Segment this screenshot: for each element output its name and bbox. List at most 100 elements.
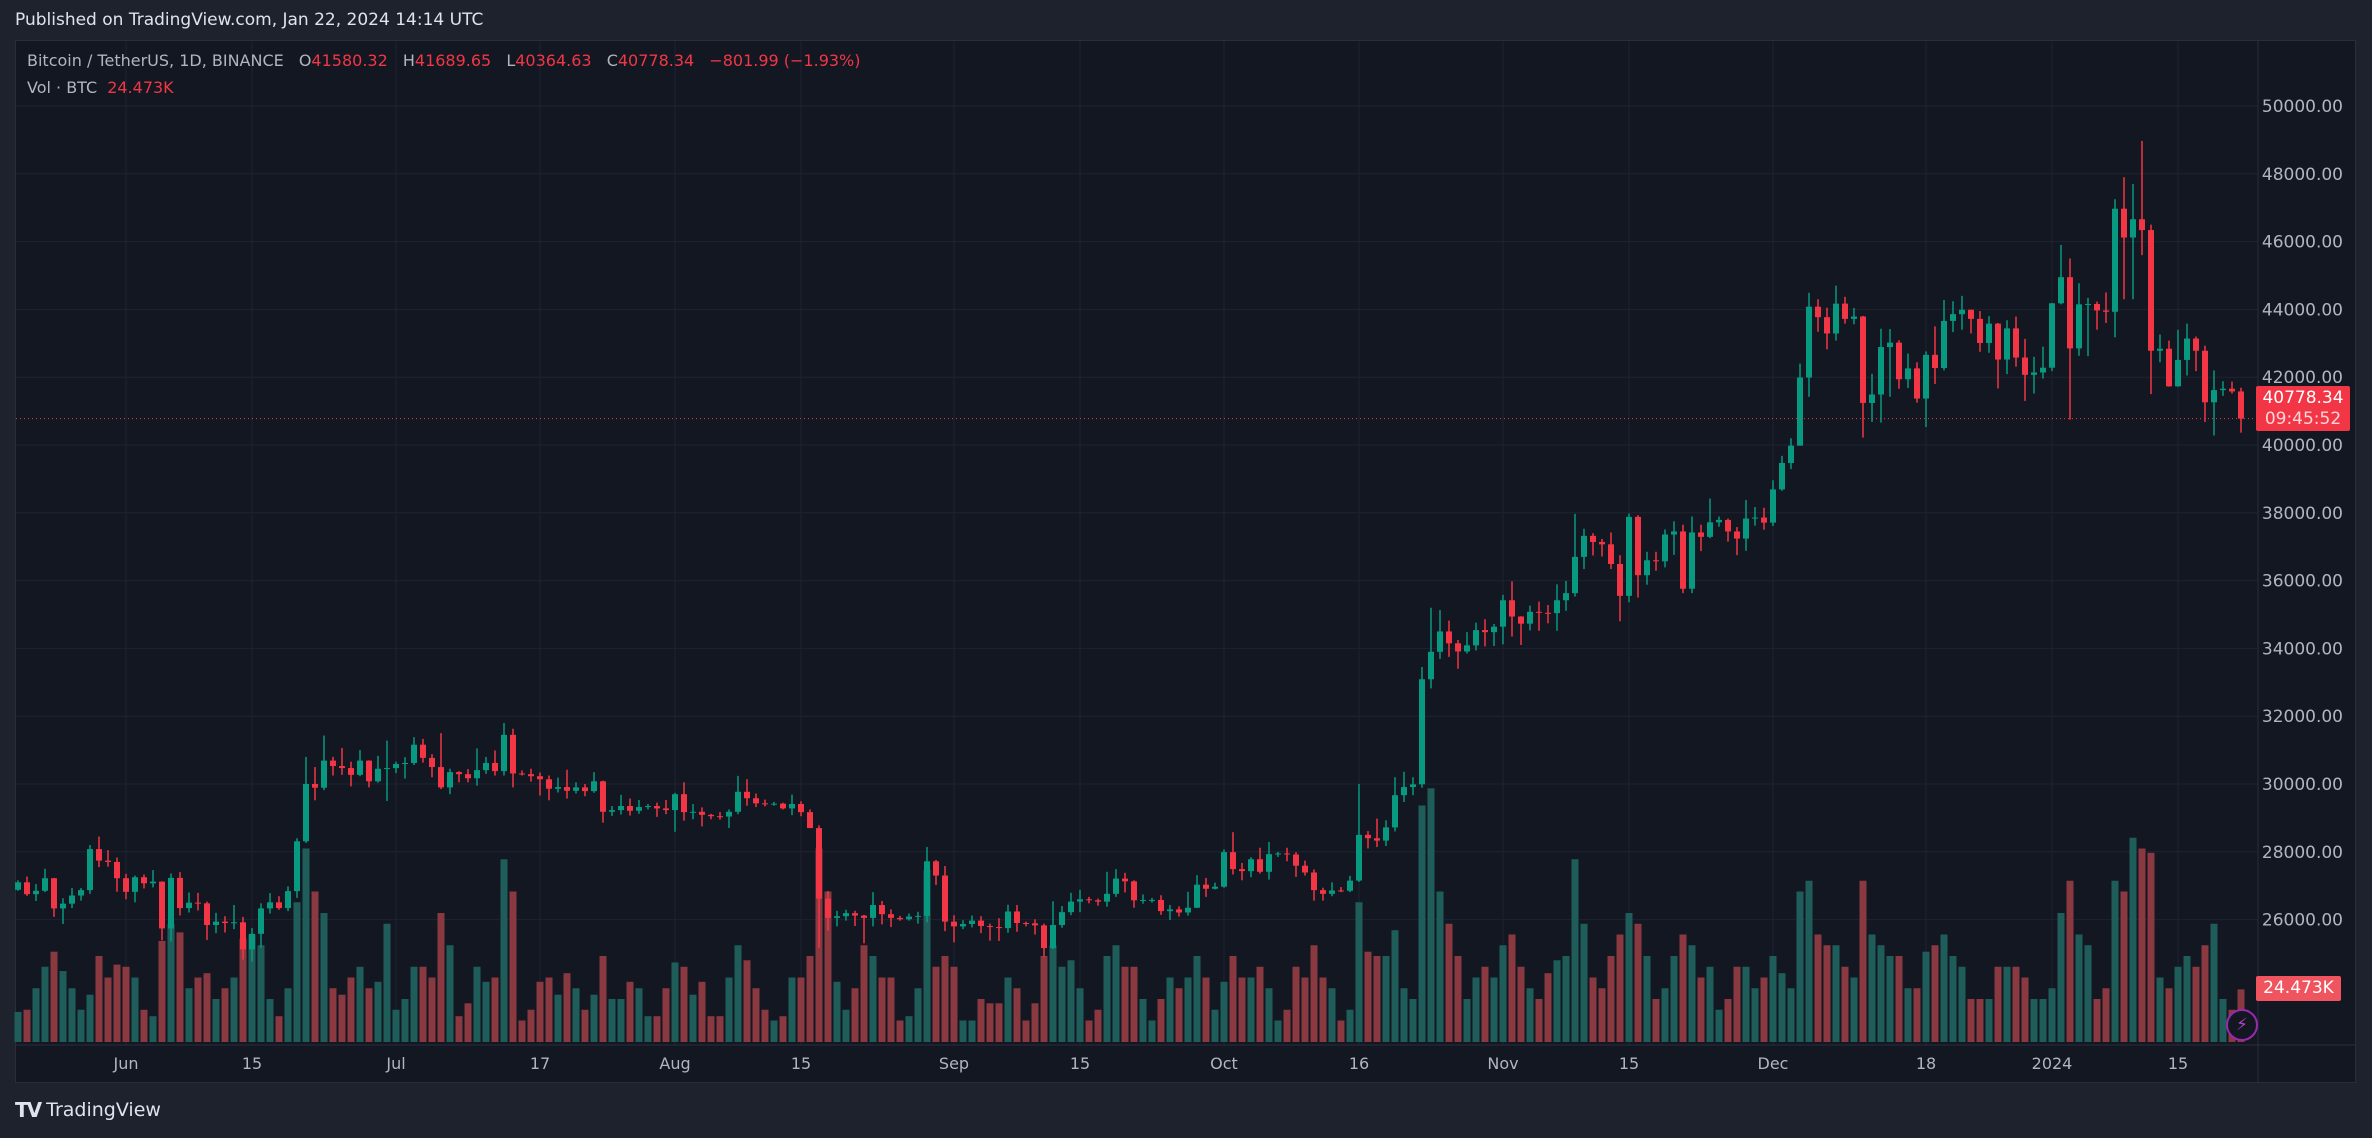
candle — [1122, 872, 1128, 893]
candle-body — [1320, 890, 1326, 894]
candle — [573, 782, 579, 794]
volume-bar — [2156, 977, 2164, 1042]
candle — [645, 804, 651, 810]
volume-bar — [1688, 945, 1696, 1042]
volume-bar — [1184, 977, 1192, 1042]
candle-body — [1932, 354, 1938, 369]
volume-bar — [1301, 977, 1309, 1042]
tradingview-logo-icon[interactable]: TV — [15, 1098, 42, 1122]
volume-bar — [1076, 988, 1084, 1042]
time-tick-label: 15 — [242, 1054, 262, 1073]
candle-body — [1995, 323, 2001, 360]
candle-body — [1023, 922, 1029, 924]
candle — [2229, 381, 2235, 394]
brand-name[interactable]: TradingView — [46, 1099, 161, 1121]
time-tick-label: Jul — [385, 1054, 405, 1073]
candle-body — [834, 916, 840, 918]
candle — [528, 768, 534, 782]
candle-body — [1194, 884, 1200, 908]
volume-bar — [1193, 956, 1201, 1042]
candle — [2040, 346, 2046, 379]
candle — [492, 750, 498, 776]
close-label: C — [606, 51, 618, 70]
candle — [1563, 580, 1569, 611]
volume-bar — [1706, 966, 1714, 1042]
volume-bar — [1202, 977, 1210, 1042]
candle — [1725, 518, 1731, 542]
candle-body — [528, 774, 534, 777]
candle-body — [1950, 314, 1956, 321]
volume-bar — [2210, 923, 2218, 1042]
volume-title[interactable]: Vol · BTC — [27, 78, 98, 97]
candle-body — [2058, 277, 2064, 304]
candle — [960, 920, 966, 930]
candle-body — [1761, 517, 1767, 523]
volume-bar — [743, 960, 751, 1042]
candle — [1977, 311, 1983, 352]
volume-bar — [1382, 956, 1390, 1042]
volume-bar — [1679, 934, 1687, 1042]
volume-bar — [212, 999, 220, 1042]
candle-body — [420, 744, 426, 758]
candle — [627, 798, 633, 816]
candle — [1698, 524, 1704, 552]
candle-body — [168, 877, 174, 929]
volume-bar — [887, 977, 895, 1042]
candle — [1644, 551, 1650, 585]
candle-body — [249, 933, 255, 950]
candles — [15, 140, 2244, 962]
candle — [1860, 315, 1866, 438]
candle — [1968, 309, 1974, 334]
volume-bar — [932, 966, 940, 1042]
volume-bar — [590, 994, 598, 1042]
volume-bar — [2129, 837, 2137, 1042]
candle — [987, 923, 993, 941]
volume-bar — [1643, 956, 1651, 1042]
lightning-icon[interactable]: ⚡ — [2226, 1009, 2258, 1041]
low-value: 40364.63 — [515, 51, 592, 70]
volume-bar — [446, 945, 454, 1042]
candle — [2193, 336, 2199, 372]
volume-bar — [1733, 966, 1741, 1042]
volume-bar — [1805, 880, 1813, 1042]
candle-body — [1806, 306, 1812, 378]
candle — [1086, 896, 1092, 904]
candle — [2013, 316, 2019, 367]
candle — [555, 777, 561, 793]
price-axis: 26000.00 28000.00 30000.00 32000.00 34000.00… — [2262, 97, 2343, 931]
time-tick-label: 17 — [530, 1054, 550, 1073]
candle-body — [42, 878, 48, 891]
candle — [2058, 244, 2064, 305]
volume-bar — [2147, 852, 2155, 1042]
candle-body — [924, 861, 930, 916]
volume-bar — [221, 988, 229, 1042]
symbol-title[interactable]: Bitcoin / TetherUS, 1D, BINANCE — [27, 51, 284, 70]
candle-body — [591, 781, 597, 792]
candle — [420, 738, 426, 763]
candle-body — [888, 914, 894, 918]
volume-bar — [1445, 923, 1453, 1042]
candle — [1131, 880, 1137, 908]
volume-bar — [1373, 956, 1381, 1042]
candle-body — [1626, 516, 1632, 596]
volume-bar — [986, 1003, 994, 1042]
candle — [1365, 831, 1371, 849]
candle — [789, 794, 795, 816]
candle — [1581, 528, 1587, 570]
candle — [1482, 619, 1488, 647]
candle-body — [1662, 534, 1668, 562]
candle — [861, 914, 867, 944]
candle-body — [1446, 631, 1452, 644]
volume-bar — [1022, 1020, 1030, 1042]
volume-bar — [1850, 977, 1858, 1042]
candle-body — [321, 760, 327, 788]
volume-bar — [770, 1020, 778, 1042]
candle-body — [2076, 304, 2082, 349]
candle — [654, 802, 660, 817]
candle — [42, 868, 48, 893]
candle-body — [1959, 309, 1965, 315]
volume-bar — [1670, 956, 1678, 1042]
candle-body — [2031, 372, 2037, 375]
volume-bar — [1787, 988, 1795, 1042]
